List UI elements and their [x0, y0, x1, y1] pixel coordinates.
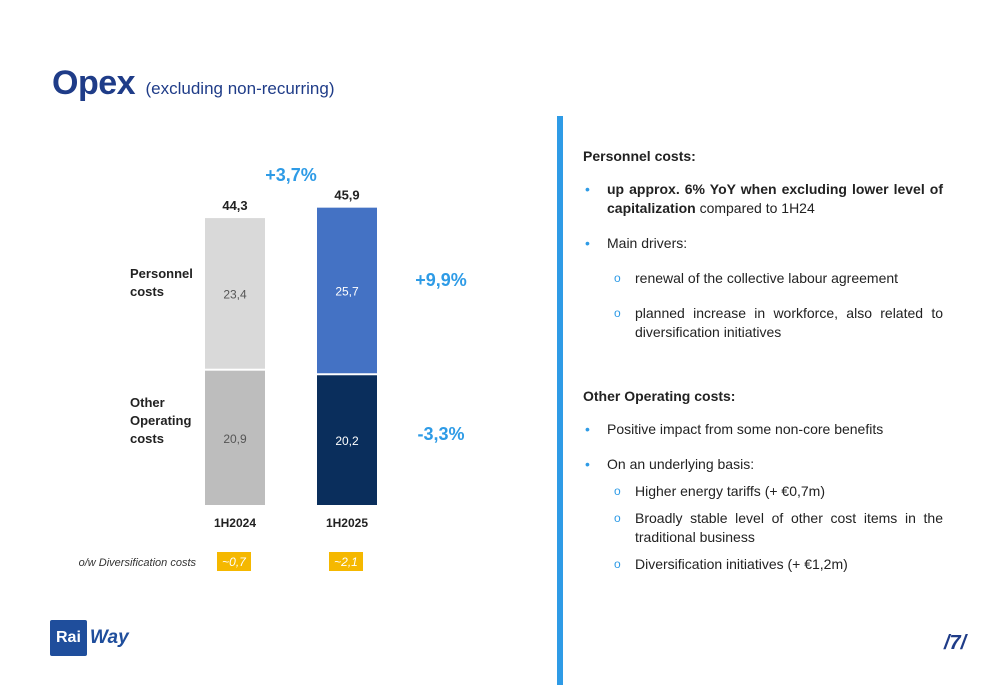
bar-personnel-costs-1H2025	[317, 207, 377, 374]
bar-other-operating-costs-1H2025	[317, 375, 377, 505]
page-subtitle: (excluding non-recurring)	[145, 79, 335, 98]
personnel-sub-1: renewal of the collective labour agreeme…	[583, 269, 943, 288]
series-label-personnel-costs: Personnel costs	[130, 266, 193, 299]
personnel-bullet-1-rest: compared to 1H24	[695, 200, 815, 216]
category-label-1H2024: 1H2024	[214, 516, 256, 530]
personnel-heading: Personnel costs:	[583, 148, 696, 164]
total-label-1H2025: 45,9	[334, 188, 359, 203]
total-label-1H2024: 44,3	[222, 198, 247, 213]
change-label-personnel-costs: +9,9%	[415, 270, 467, 290]
category-label-1H2025: 1H2025	[326, 516, 368, 530]
other-sub-2: Broadly stable level of other cost items…	[583, 509, 943, 547]
panel-divider	[557, 116, 563, 685]
bar-other-operating-costs-1H2024	[205, 370, 265, 505]
value-label-personnel-costs-1H2024: 23,4	[223, 287, 247, 301]
personnel-bullet-2: Main drivers:	[583, 234, 943, 253]
other-bullet-1: Positive impact from some non-core benef…	[583, 420, 943, 439]
other-heading: Other Operating costs:	[583, 388, 736, 404]
value-label-other-operating-costs-1H2025: 20,2	[335, 434, 359, 448]
logo-way: Way	[89, 627, 129, 648]
personnel-sub-2: planned increase in workforce, also rela…	[583, 304, 943, 342]
diversification-value-1H2024: ~0,7	[222, 555, 247, 569]
other-sub-3: Diversification initiatives (+ €1,2m)	[583, 555, 943, 574]
page-title-group: Opex (excluding non-recurring)	[52, 64, 334, 103]
opex-stacked-bar-chart: 20,9 23,4 44,3 1H2024 20,2 25,7 45,9 1H2025 +3,7…	[79, 165, 467, 571]
page-title: Opex	[52, 64, 136, 102]
value-label-other-operating-costs-1H2024: 20,9	[223, 432, 247, 446]
commentary-panel: Personnel costs: up approx. 6% YoY when …	[583, 148, 943, 582]
diversification-badge-1H2024	[217, 552, 251, 571]
diversification-badge-1H2025	[329, 552, 363, 571]
diversification-label: o/w Diversification costs	[79, 557, 197, 569]
personnel-bullet-1-bold: up approx. 6% YoY when excluding lower l…	[607, 181, 943, 216]
other-sub-1: Higher energy tariffs (+ €0,7m)	[583, 482, 943, 501]
series-label-other-operating-costs: Other Operating costs	[130, 395, 191, 446]
logo-rai: Rai	[50, 620, 87, 656]
total-change-label: +3,7%	[265, 165, 317, 185]
personnel-bullet-1: up approx. 6% YoY when excluding lower l…	[583, 180, 943, 218]
page-number: /7/	[944, 632, 967, 654]
change-label-other-operating-costs: -3,3%	[417, 424, 464, 444]
bar-personnel-costs-1H2024	[205, 218, 265, 369]
other-bullet-2: On an underlying basis:	[583, 455, 943, 474]
rai-way-logo: Rai Way	[50, 620, 129, 656]
diversification-value-1H2025: ~2,1	[334, 555, 358, 569]
value-label-personnel-costs-1H2025: 25,7	[335, 284, 359, 298]
